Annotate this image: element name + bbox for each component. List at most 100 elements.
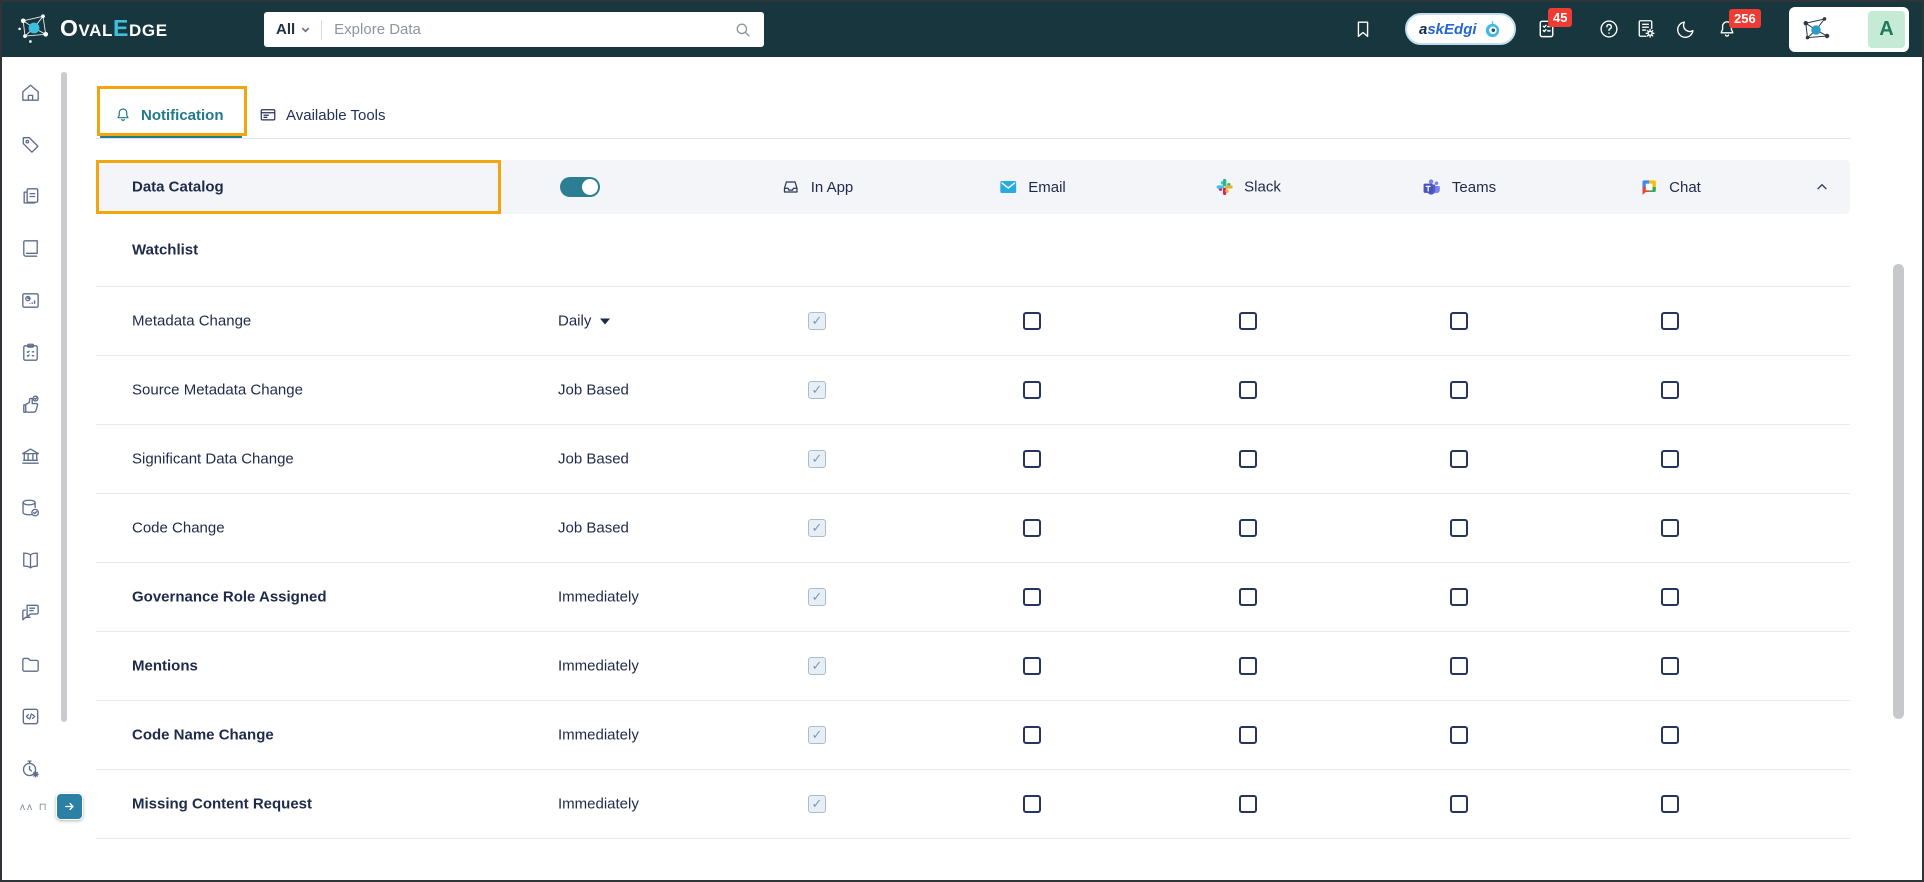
category-header-row: Data Catalog In App Email Slack Teams — [96, 160, 1850, 214]
checkbox-in-app — [808, 450, 826, 468]
account-menu[interactable]: A — [1789, 7, 1909, 52]
sidebar-item-data-quality[interactable] — [2, 482, 69, 534]
release-notes-icon[interactable] — [1634, 17, 1657, 40]
notifications-bell-icon[interactable]: 256 — [1716, 9, 1761, 40]
row-label: Code Name Change — [132, 726, 274, 744]
sidebar-scrollbar[interactable] — [61, 72, 67, 722]
checkbox-email[interactable] — [1023, 795, 1041, 813]
sidebar-item-tags[interactable] — [2, 118, 69, 170]
sidebar-item-query-sheet[interactable] — [2, 690, 69, 742]
checkbox-chat[interactable] — [1661, 588, 1679, 606]
active-tab-underline — [100, 135, 242, 139]
chevron-down-icon — [301, 27, 310, 33]
search-icon[interactable] — [734, 21, 752, 39]
table-row: Source Metadata Change Job Based — [96, 356, 1850, 425]
checkbox-email[interactable] — [1023, 519, 1041, 537]
checkbox-slack[interactable] — [1239, 312, 1257, 330]
dropdown-caret-icon — [600, 318, 611, 324]
checkbox-email[interactable] — [1023, 588, 1041, 606]
tab-available-tools[interactable]: Available Tools — [259, 106, 386, 124]
checkbox-in-app — [808, 519, 826, 537]
checkbox-teams[interactable] — [1450, 312, 1468, 330]
open-book-icon — [23, 551, 38, 569]
slack-icon — [1216, 178, 1233, 196]
checkbox-teams[interactable] — [1450, 795, 1468, 813]
collapse-chevron-icon[interactable] — [1814, 179, 1830, 195]
frequency-dropdown[interactable]: Daily — [558, 313, 611, 330]
askedgi-label: askEdgi — [1419, 20, 1477, 38]
sidebar-item-projects[interactable] — [2, 326, 69, 378]
bookmark-icon[interactable] — [1352, 18, 1374, 40]
checkbox-email[interactable] — [1023, 657, 1041, 675]
checkbox-teams[interactable] — [1450, 588, 1468, 606]
table-row: Metadata Change Daily — [96, 287, 1850, 356]
data-catalog-toggle[interactable] — [560, 177, 600, 197]
arrow-right-icon — [65, 802, 74, 811]
notification-count-badge: 256 — [1729, 9, 1761, 28]
sidebar-item-governance[interactable] — [2, 430, 69, 482]
task-dashboard-icon[interactable]: 45 — [1535, 8, 1573, 40]
checkbox-chat[interactable] — [1661, 795, 1679, 813]
askedgi-button[interactable]: askEdgi — [1405, 13, 1516, 45]
help-icon[interactable] — [1598, 18, 1620, 40]
tab-available-tools-label: Available Tools — [286, 106, 386, 124]
row-label: Missing Content Request — [132, 795, 313, 813]
checkbox-in-app — [808, 381, 826, 399]
sidebar-item-glossary[interactable] — [2, 534, 69, 586]
checkbox-email[interactable] — [1023, 450, 1041, 468]
ovaledge-logo[interactable]: O VAL E DGE — [16, 10, 168, 46]
search-scope-dropdown[interactable]: All — [276, 21, 311, 38]
checkbox-teams[interactable] — [1450, 726, 1468, 744]
frequency-label: Job Based — [558, 519, 629, 537]
checkbox-chat[interactable] — [1661, 450, 1679, 468]
bank-icon — [21, 447, 40, 464]
checkbox-chat[interactable] — [1661, 726, 1679, 744]
checkbox-email[interactable] — [1023, 312, 1041, 330]
frequency-label: Job Based — [558, 450, 629, 468]
checkbox-teams[interactable] — [1450, 519, 1468, 537]
checkbox-slack[interactable] — [1239, 795, 1257, 813]
checkbox-slack[interactable] — [1239, 519, 1257, 537]
checkbox-teams[interactable] — [1450, 657, 1468, 675]
sidebar-item-templates[interactable] — [2, 170, 69, 222]
row-label: Significant Data Change — [132, 450, 294, 468]
sidebar-item-approvals[interactable] — [2, 378, 69, 430]
row-label: Governance Role Assigned — [132, 588, 327, 606]
sidebar-expand-button[interactable] — [56, 793, 83, 820]
sidebar-item-home[interactable] — [2, 66, 69, 118]
copy-pages-icon — [23, 187, 39, 204]
checkbox-email[interactable] — [1023, 381, 1041, 399]
bell-icon — [117, 108, 129, 121]
sidebar-item-discussions[interactable] — [2, 586, 69, 638]
checkbox-slack[interactable] — [1239, 726, 1257, 744]
checkbox-teams[interactable] — [1450, 381, 1468, 399]
askedgi-robot-icon — [1485, 20, 1499, 37]
search-input[interactable] — [332, 20, 724, 39]
tab-notification[interactable]: Notification — [114, 106, 224, 124]
tabs-divider — [96, 138, 1850, 139]
checkbox-slack[interactable] — [1239, 381, 1257, 399]
checkbox-slack[interactable] — [1239, 657, 1257, 675]
tag-icon — [22, 136, 39, 153]
checkbox-chat[interactable] — [1661, 519, 1679, 537]
checkbox-slack[interactable] — [1239, 588, 1257, 606]
checkbox-chat[interactable] — [1661, 312, 1679, 330]
main-scrollbar[interactable] — [1893, 264, 1904, 719]
checkbox-teams[interactable] — [1450, 450, 1468, 468]
sidebar-item-jobs[interactable] — [2, 742, 69, 794]
checkbox-slack[interactable] — [1239, 450, 1257, 468]
checkbox-email[interactable] — [1023, 726, 1041, 744]
sidebar-item-catalog[interactable] — [2, 222, 69, 274]
checkbox-chat[interactable] — [1661, 657, 1679, 675]
checkbox-in-app — [808, 588, 826, 606]
sidebar-item-reports[interactable] — [2, 274, 69, 326]
database-check-icon — [22, 499, 40, 517]
notification-settings-table: Data Catalog In App Email Slack Teams — [96, 160, 1850, 839]
avatar[interactable]: A — [1868, 11, 1905, 48]
checkbox-chat[interactable] — [1661, 381, 1679, 399]
column-header-teams: Teams — [1422, 177, 1496, 197]
dark-mode-moon-icon[interactable] — [1675, 18, 1697, 40]
section-label: Watchlist — [132, 241, 199, 259]
table-row: Missing Content Request Immediately — [96, 770, 1850, 839]
sidebar-item-files[interactable] — [2, 638, 69, 690]
